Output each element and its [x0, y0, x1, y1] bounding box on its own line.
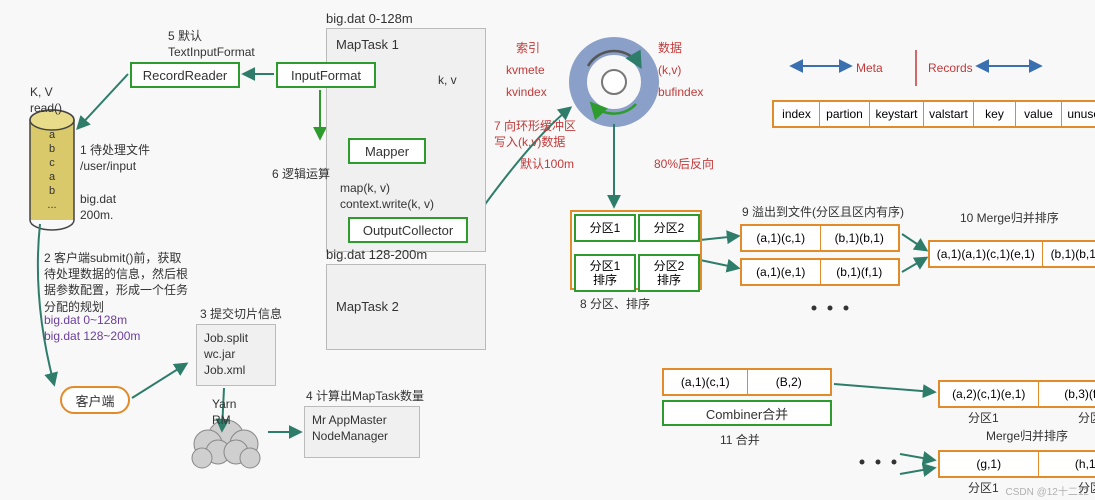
label-24: Merge归并排序	[986, 428, 1068, 444]
combiner-final: (g,1)(h,1)	[938, 450, 1095, 478]
combiner-merge-lbl-0: 分区1	[968, 410, 999, 426]
label-26: Records	[928, 60, 973, 76]
label-17: 7 向环形缓冲区 写入(k,v)数据	[494, 118, 576, 150]
meta-col-6: unused	[1062, 102, 1095, 126]
label-13: kvindex	[506, 84, 547, 100]
label-10: k, v	[438, 72, 457, 88]
combiner-top: (a,1)(c,1)(B,2)	[662, 368, 832, 396]
label-3: 2 客户端submit()前，获取 待处理数据的信息，然后根 据参数配置，形成一…	[44, 250, 188, 315]
spill-row-0-cell-0: (a,1)(c,1)	[742, 226, 821, 250]
label-16: bufindex	[658, 84, 703, 100]
label-4: big.dat 0~128m big.dat 128~200m	[44, 312, 140, 344]
box-outputCollector: OutputCollector	[348, 217, 468, 243]
label-7: 4 计算出MapTask数量	[306, 388, 424, 404]
spill-row-1-cell-0: (a,1)(e,1)	[742, 260, 821, 284]
meta-col-0: index	[774, 102, 820, 126]
label-15: (k,v)	[658, 62, 681, 78]
label-2: 1 待处理文件 /user/input big.dat 200m.	[80, 142, 150, 223]
group-line-jobinfo-0: Job.split	[204, 330, 248, 346]
spill-merge-cell-0: (a,1)(a,1)(c,1)(e,1)	[930, 242, 1043, 266]
label-12: kvmete	[506, 62, 545, 78]
label-23: 11 合并	[720, 432, 760, 448]
combiner-final-cell-0: (g,1)	[940, 452, 1039, 476]
svg-text:b: b	[49, 185, 55, 197]
meta-table: indexpartionkeystartvalstartkeyvalueunus…	[772, 100, 1095, 128]
spill-merge-cell-1: (b,1)(b,1)(b,1)(f,1)	[1043, 242, 1095, 266]
group-inner-maptask2: MapTask 2	[336, 298, 399, 316]
label-18: 默认100m	[520, 156, 574, 172]
combiner-final-lbl-0: 分区1	[968, 480, 999, 496]
partition-1-1: 分区2 排序	[638, 254, 700, 292]
svg-text:...: ...	[47, 199, 56, 211]
combiner-merge: (a,2)(c,1)(e,1)(b,3)(f,1)	[938, 380, 1095, 408]
svg-text:c: c	[49, 157, 55, 169]
box-mapper: Mapper	[348, 138, 426, 164]
svg-text:a: a	[49, 171, 56, 183]
label-20: 8 分区、排序	[580, 296, 650, 312]
combiner-top-cell-1: (B,2)	[748, 370, 831, 394]
label-8: 6 逻辑运算	[272, 166, 330, 182]
group-line-jobinfo-2: Job.xml	[204, 362, 245, 378]
box-inputFormat: InputFormat	[276, 62, 376, 88]
box-client: 客户端	[60, 386, 130, 414]
label-6: Yarn RM	[212, 396, 236, 428]
partition-0-0: 分区1	[574, 214, 636, 242]
group-line-yarn-1: NodeManager	[312, 428, 388, 444]
meta-col-3: valstart	[924, 102, 974, 126]
group-inner-maptask1: MapTask 1	[336, 36, 399, 54]
meta-col-4: key	[974, 102, 1016, 126]
spill-row-0: (a,1)(c,1)(b,1)(b,1)	[740, 224, 900, 252]
box-combiner: Combiner合并	[662, 400, 832, 426]
spill-merge: (a,1)(a,1)(c,1)(e,1)(b,1)(b,1)(b,1)(f,1)	[928, 240, 1095, 268]
group-line-jobinfo-1: wc.jar	[204, 346, 235, 362]
combiner-top-cell-0: (a,1)(c,1)	[664, 370, 748, 394]
group-title-maptask1: big.dat 0-128m	[326, 10, 413, 28]
label-11: 索引	[516, 40, 540, 56]
svg-text:b: b	[49, 143, 55, 155]
partition-1-0: 分区1 排序	[574, 254, 636, 292]
label-0: 5 默认 TextInputFormat	[168, 28, 255, 60]
label-21: 9 溢出到文件(分区且区内有序)	[742, 204, 904, 220]
label-14: 数据	[658, 40, 682, 56]
spill-row-0-cell-1: (b,1)(b,1)	[821, 226, 899, 250]
label-19: 80%后反向	[654, 156, 714, 172]
partition-0-1: 分区2	[638, 214, 700, 242]
combiner-final-lbl-1: 分区2	[1078, 480, 1095, 496]
box-recordReader: RecordReader	[130, 62, 240, 88]
combiner-merge-cell-0: (a,2)(c,1)(e,1)	[940, 382, 1039, 406]
combiner-merge-lbl-1: 分区2	[1078, 410, 1095, 426]
label-1: K, V read()	[30, 84, 62, 116]
combiner-final-cell-1: (h,1)	[1039, 452, 1095, 476]
group-line-yarn-0: Mr AppMaster	[312, 412, 387, 428]
label-5: 3 提交切片信息	[200, 306, 282, 322]
combiner-merge-cell-1: (b,3)(f,1)	[1039, 382, 1095, 406]
svg-text:a: a	[49, 129, 56, 141]
spill-row-1-cell-1: (b,1)(f,1)	[821, 260, 899, 284]
spill-row-1: (a,1)(e,1)(b,1)(f,1)	[740, 258, 900, 286]
label-9: map(k, v) context.write(k, v)	[340, 180, 434, 212]
group-title-maptask2: big.dat 128-200m	[326, 246, 427, 264]
label-22: 10 Merge归并排序	[960, 210, 1059, 226]
meta-col-1: partion	[820, 102, 870, 126]
meta-col-5: value	[1016, 102, 1062, 126]
watermark: CSDN @12十二12	[1005, 483, 1089, 498]
label-25: Meta	[856, 60, 883, 76]
meta-col-2: keystart	[870, 102, 924, 126]
